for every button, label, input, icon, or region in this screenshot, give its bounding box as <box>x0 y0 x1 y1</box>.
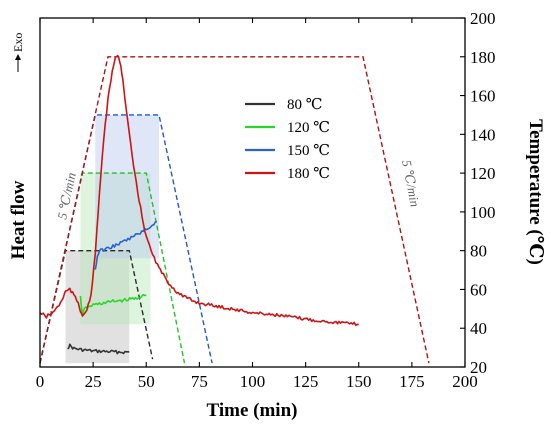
legend-label-180: 180 ℃ <box>287 166 330 182</box>
temperature-programs <box>39 56 430 364</box>
x-tick-label: 175 <box>399 372 425 391</box>
y-tick-label-right: 20 <box>470 358 487 377</box>
y-tick-label-right: 180 <box>470 48 496 67</box>
ramp-down-annotation: 5 ℃/min <box>399 159 423 208</box>
y-axis-title-right: Temperature (℃) <box>525 119 546 265</box>
temperature-program-180 <box>39 56 430 364</box>
y-tick-label-right: 120 <box>470 164 496 183</box>
y-tick-label-right: 40 <box>470 319 487 338</box>
x-tick-label: 50 <box>138 372 155 391</box>
temperature-program-150 <box>39 114 213 364</box>
x-tick-label: 200 <box>452 372 478 391</box>
y-tick-label-right: 80 <box>470 242 487 261</box>
x-tick-label: 125 <box>293 372 319 391</box>
ramp-up-annotation: 5 ℃/min <box>54 171 79 220</box>
highlight-box-1 <box>65 250 130 364</box>
x-tick-label: 0 <box>36 372 45 391</box>
legend: 80 ℃ 120 ℃ 150 ℃ 180 ℃ <box>245 97 330 182</box>
legend-label-150: 150 ℃ <box>287 143 330 159</box>
y-axis-title-left: Heat flow <box>8 180 29 259</box>
y-tick-label-right: 200 <box>470 9 496 28</box>
x-axis-title: Time (min) <box>207 400 298 421</box>
x-tick-label: 75 <box>191 372 208 391</box>
series-line-180 <box>39 54 359 327</box>
y-tick-label-right: 140 <box>470 125 496 144</box>
x-tick-label: 25 <box>85 372 102 391</box>
exo-indicator: Exo <box>11 33 25 72</box>
y-tick-label-right: 60 <box>470 280 487 299</box>
series-line-80 <box>67 343 130 355</box>
exo-arrow-head <box>15 54 21 60</box>
exo-label: Exo <box>11 33 25 52</box>
series-line-120 <box>79 293 147 317</box>
y-tick-label-right: 100 <box>470 203 496 222</box>
x-tick-label: 150 <box>346 372 372 391</box>
x-tick-label: 100 <box>240 372 266 391</box>
y-tick-label-right: 160 <box>470 87 496 106</box>
legend-label-80: 80 ℃ <box>287 97 323 113</box>
highlight-boxes <box>65 114 159 364</box>
series-line-150 <box>94 220 158 270</box>
axis-ticks: 0 25 50 75 100 125 150 175 200204060801001201401… <box>36 9 496 391</box>
legend-label-120: 120 ℃ <box>287 120 330 136</box>
heat-flow-series <box>39 54 359 355</box>
